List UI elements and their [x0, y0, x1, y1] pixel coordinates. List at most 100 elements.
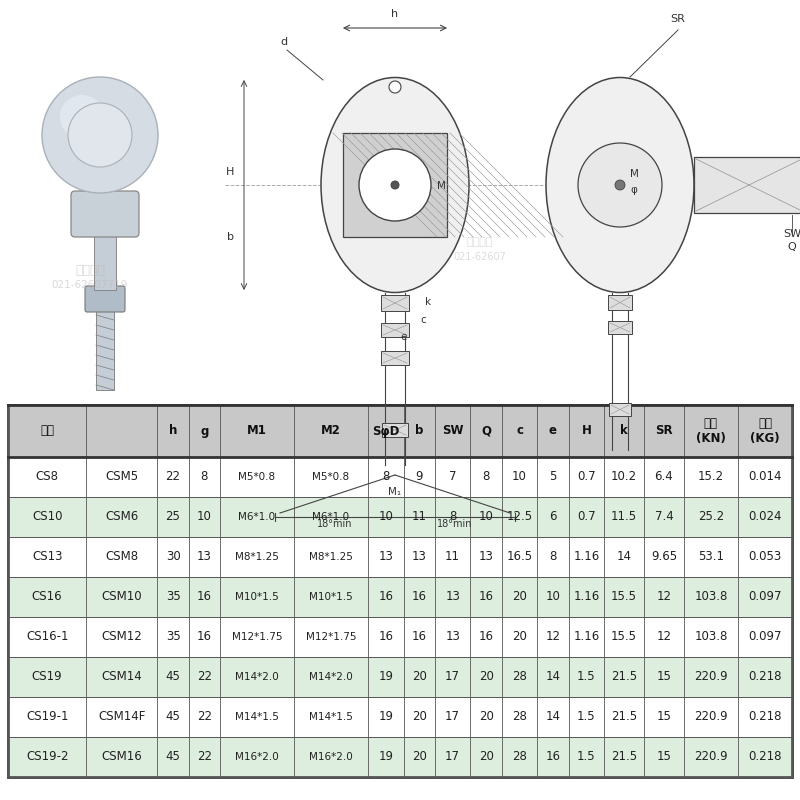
Ellipse shape: [321, 78, 469, 293]
Text: 13: 13: [378, 550, 394, 563]
Bar: [8, 617, 792, 657]
Text: M8*1.25: M8*1.25: [235, 552, 279, 562]
Text: k: k: [425, 297, 431, 307]
Text: M16*2.0: M16*2.0: [235, 752, 279, 762]
Text: 19: 19: [378, 750, 394, 763]
Text: b: b: [226, 232, 234, 242]
Text: M2: M2: [321, 425, 341, 438]
Text: Q: Q: [481, 425, 491, 438]
Text: CS13: CS13: [32, 550, 62, 563]
Text: 0.024: 0.024: [748, 510, 782, 523]
Text: 1.16: 1.16: [574, 550, 599, 563]
Text: CSM10: CSM10: [102, 590, 142, 603]
Text: CS10: CS10: [32, 510, 62, 523]
Text: e: e: [549, 425, 557, 438]
Circle shape: [578, 143, 662, 227]
Text: 12.5: 12.5: [506, 510, 533, 523]
Bar: [8, 657, 792, 697]
Bar: [94, 230, 116, 290]
Text: 12: 12: [657, 590, 671, 603]
Text: 45: 45: [166, 710, 181, 723]
Text: 负荷
(KN): 负荷 (KN): [696, 417, 726, 445]
Bar: [608, 295, 632, 310]
Bar: [609, 403, 631, 416]
Text: CSM12: CSM12: [102, 630, 142, 643]
Text: M10*1.5: M10*1.5: [309, 592, 353, 602]
Text: 10: 10: [478, 510, 494, 523]
Text: 13: 13: [412, 550, 426, 563]
Text: c: c: [516, 425, 523, 438]
Bar: [694, 157, 800, 213]
Text: 7.4: 7.4: [654, 510, 674, 523]
Text: 0.053: 0.053: [748, 550, 782, 563]
Text: CSM14F: CSM14F: [98, 710, 146, 723]
Text: 重量
(KG): 重量 (KG): [750, 417, 780, 445]
Bar: [8, 405, 792, 777]
Ellipse shape: [546, 78, 694, 293]
Text: 10: 10: [546, 590, 560, 603]
Text: 17: 17: [445, 710, 460, 723]
Circle shape: [60, 95, 104, 139]
Text: CS8: CS8: [36, 470, 58, 483]
Text: 16: 16: [478, 590, 494, 603]
Bar: [343, 133, 447, 237]
Text: 20: 20: [478, 710, 494, 723]
Text: 10.2: 10.2: [611, 470, 637, 483]
Text: 16: 16: [412, 630, 426, 643]
Text: 22: 22: [197, 750, 212, 763]
Text: 103.8: 103.8: [694, 630, 727, 643]
Text: 28: 28: [512, 750, 527, 763]
FancyBboxPatch shape: [71, 191, 139, 237]
Text: 1.5: 1.5: [577, 750, 596, 763]
Bar: [8, 737, 792, 777]
Text: 28: 28: [512, 670, 527, 683]
Text: CSM14: CSM14: [102, 670, 142, 683]
Text: 20: 20: [412, 750, 426, 763]
Text: 16.5: 16.5: [506, 550, 533, 563]
Text: CSM16: CSM16: [102, 750, 142, 763]
Text: φ: φ: [630, 185, 637, 195]
Text: c: c: [420, 315, 426, 325]
Bar: [8, 497, 792, 537]
Text: M: M: [437, 181, 446, 191]
Text: 53.1: 53.1: [698, 550, 724, 563]
Bar: [8, 457, 792, 497]
Text: 11: 11: [412, 510, 426, 523]
Text: 22: 22: [166, 470, 181, 483]
Text: 15.5: 15.5: [611, 590, 637, 603]
Text: H: H: [226, 167, 234, 177]
Text: 6: 6: [550, 510, 557, 523]
Text: 16: 16: [197, 590, 212, 603]
Text: 17: 17: [445, 670, 460, 683]
Text: 8: 8: [449, 510, 456, 523]
Text: 35: 35: [166, 590, 181, 603]
Text: 35: 35: [166, 630, 181, 643]
Text: 20: 20: [512, 590, 527, 603]
Text: 5: 5: [550, 470, 557, 483]
Text: SR: SR: [670, 14, 685, 24]
Text: 8: 8: [382, 470, 390, 483]
Text: 0.014: 0.014: [748, 470, 782, 483]
Circle shape: [389, 81, 401, 93]
Text: 28: 28: [512, 710, 527, 723]
Text: 14: 14: [546, 670, 561, 683]
Text: 0.218: 0.218: [748, 750, 782, 763]
Text: h: h: [169, 425, 178, 438]
Text: 7: 7: [449, 470, 456, 483]
Text: 19: 19: [378, 710, 394, 723]
Bar: [8, 577, 792, 617]
Bar: [8, 405, 792, 457]
Text: 21.5: 21.5: [611, 670, 637, 683]
Bar: [381, 295, 409, 311]
Text: g: g: [200, 425, 209, 438]
Bar: [381, 323, 409, 337]
Text: k: k: [620, 425, 628, 438]
Text: 0.218: 0.218: [748, 710, 782, 723]
Text: 103.8: 103.8: [694, 590, 727, 603]
Text: 1.5: 1.5: [577, 710, 596, 723]
Text: M8*1.25: M8*1.25: [309, 552, 353, 562]
Text: 布汉轴承: 布汉轴承: [466, 237, 494, 247]
Text: 0.7: 0.7: [577, 470, 596, 483]
Text: 20: 20: [478, 750, 494, 763]
Text: e: e: [400, 332, 406, 342]
